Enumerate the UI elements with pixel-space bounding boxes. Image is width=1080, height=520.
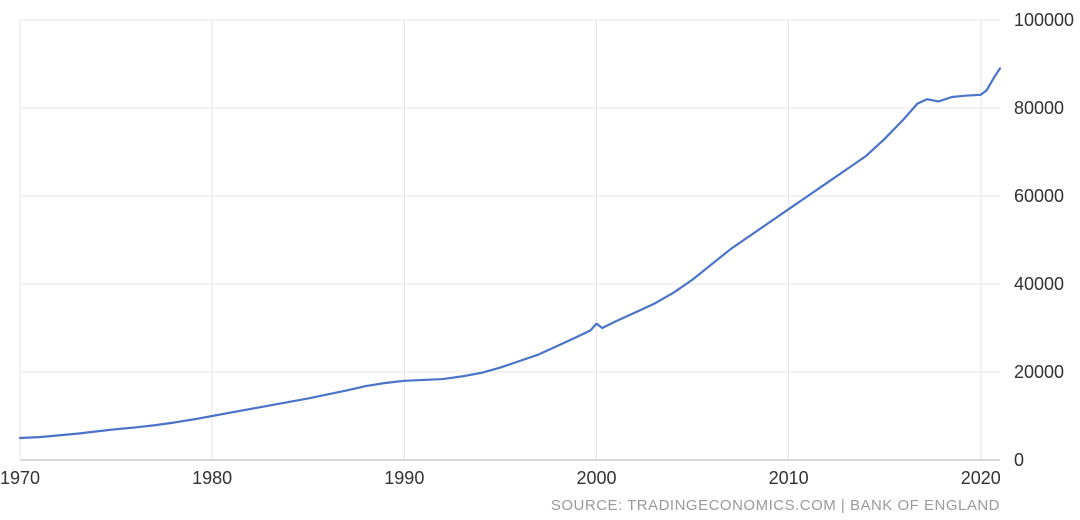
y-tick-label: 80000 <box>1014 98 1064 118</box>
x-tick-label: 2020 <box>961 468 1001 488</box>
source-attribution: SOURCE: TRADINGECONOMICS.COM | BANK OF E… <box>551 497 1000 514</box>
x-tick-label: 1990 <box>384 468 424 488</box>
y-tick-label: 0 <box>1014 450 1024 470</box>
x-tick-label: 2000 <box>576 468 616 488</box>
y-tick-label: 20000 <box>1014 362 1064 382</box>
y-tick-label: 100000 <box>1014 10 1074 30</box>
chart-svg: 1970 1980 1990 2000 2010 2020 0 20000 40000 60000… <box>0 0 1080 520</box>
x-tick-label: 1980 <box>192 468 232 488</box>
x-tick-label: 1970 <box>0 468 40 488</box>
y-tick-label: 40000 <box>1014 274 1064 294</box>
x-tick-label: 2010 <box>769 468 809 488</box>
y-tick-label: 60000 <box>1014 186 1064 206</box>
line-chart: 1970 1980 1990 2000 2010 2020 0 20000 40000 60000… <box>0 0 1080 520</box>
